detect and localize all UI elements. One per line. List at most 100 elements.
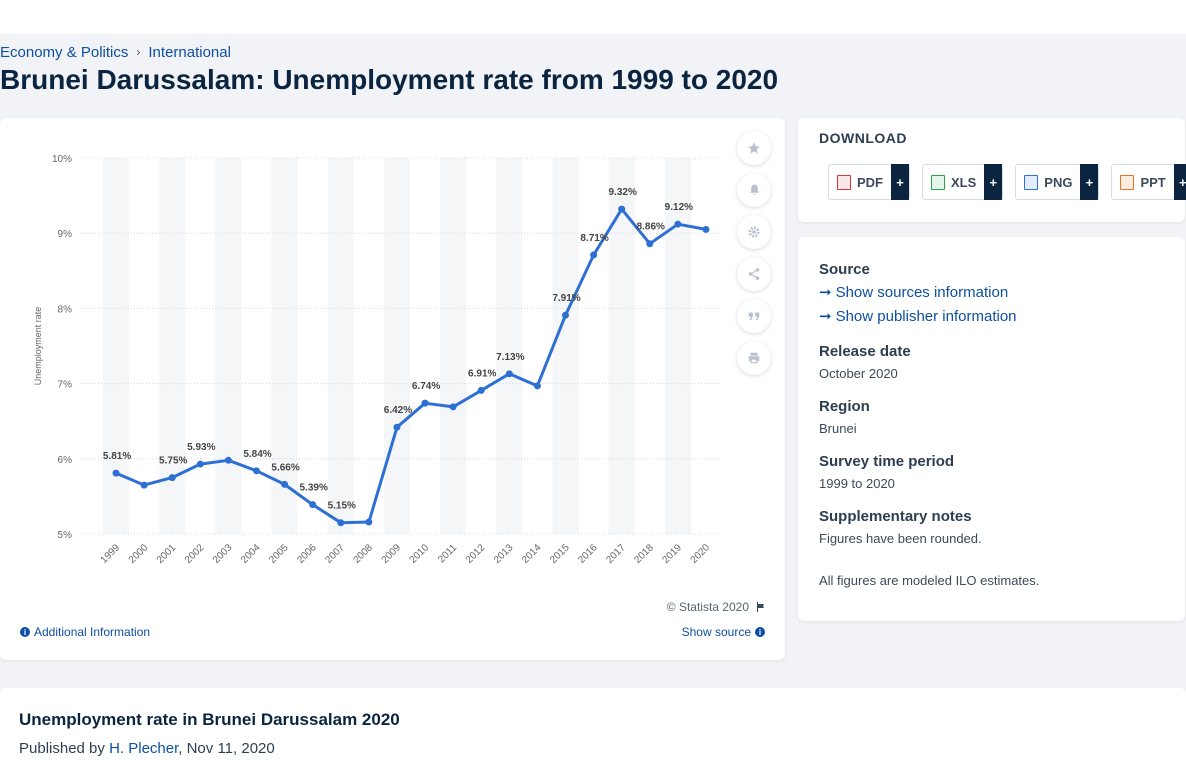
data-label: 8.71% xyxy=(580,233,608,244)
statistic-title: Unemployment rate in Brunei Darussalam 2… xyxy=(19,710,400,729)
data-label: 9.12% xyxy=(665,202,693,213)
x-tick-label: 2001 xyxy=(155,542,179,566)
flag-icon[interactable] xyxy=(755,601,767,613)
release-date-value: October 2020 xyxy=(819,366,898,381)
data-point xyxy=(168,474,176,482)
arrow-right-icon: ➞ xyxy=(819,308,832,325)
data-point xyxy=(224,456,232,464)
settings-button[interactable] xyxy=(737,215,771,249)
survey-period-heading: Survey time period xyxy=(819,453,955,470)
x-tick-label: 2005 xyxy=(267,542,291,566)
copyright-text: © Statista 2020 xyxy=(666,600,749,614)
y-tick-label: 5% xyxy=(58,530,73,541)
column-band xyxy=(327,158,354,534)
x-tick-label: 2002 xyxy=(183,542,207,566)
data-label: 7.13% xyxy=(496,352,524,363)
show-source-link[interactable]: Show source i xyxy=(682,625,765,639)
supplementary-notes-value: Figures have been rounded. xyxy=(819,531,982,546)
chart-toolbar xyxy=(737,131,773,383)
column-band xyxy=(159,158,186,534)
x-tick-label: 2011 xyxy=(436,542,459,565)
release-date-heading: Release date xyxy=(819,343,911,360)
star-icon xyxy=(748,142,760,154)
survey-period-value: 1999 to 2020 xyxy=(819,476,895,491)
y-tick-label: 9% xyxy=(58,229,73,240)
data-label: 5.81% xyxy=(103,451,131,462)
breadcrumb-international[interactable]: International xyxy=(148,43,231,61)
print-button[interactable] xyxy=(737,341,771,375)
plus-icon: + xyxy=(891,164,909,200)
data-label: 9.32% xyxy=(609,187,637,198)
y-tick-label: 10% xyxy=(52,154,72,165)
column-band xyxy=(271,158,298,534)
breadcrumb-economy-politics[interactable]: Economy & Politics xyxy=(0,43,129,61)
favorite-button[interactable] xyxy=(737,131,771,165)
share-icon xyxy=(748,268,760,280)
download-png-button[interactable]: PNG + xyxy=(1015,164,1100,200)
download-pdf-button[interactable]: PDF + xyxy=(828,164,910,200)
png-file-icon xyxy=(1024,174,1039,190)
additional-info-link[interactable]: i Additional Information xyxy=(20,625,150,639)
show-sources-label: Show sources information xyxy=(835,283,1009,301)
x-tick-label: 2016 xyxy=(576,542,600,566)
y-tick-label: 6% xyxy=(58,455,73,466)
notification-button[interactable] xyxy=(737,173,771,207)
region-value: Brunei xyxy=(819,421,857,436)
source-card: Source ➞ Show sources information ➞ Show… xyxy=(798,237,1185,621)
data-point xyxy=(309,501,317,509)
cite-button[interactable] xyxy=(737,299,771,333)
x-tick-label: 2004 xyxy=(239,542,263,566)
breadcrumb: Economy & Politics › International xyxy=(0,43,231,61)
published-line: Published by H. Plecher, Nov 11, 2020 xyxy=(19,740,275,757)
data-label: 7.91% xyxy=(552,293,580,304)
info-icon: i xyxy=(20,627,30,637)
x-tick-label: 2012 xyxy=(464,542,488,566)
data-label: 5.15% xyxy=(328,501,356,512)
x-tick-label: 2014 xyxy=(520,542,544,566)
download-ppt-button[interactable]: PPT + xyxy=(1111,164,1186,200)
data-point xyxy=(196,460,204,468)
print-icon xyxy=(748,352,760,364)
supplementary-notes-heading: Supplementary notes xyxy=(819,508,972,525)
download-xls-button[interactable]: XLS + xyxy=(922,164,1004,200)
download-pdf-label: PDF xyxy=(857,174,883,190)
plus-icon: + xyxy=(984,164,1003,200)
download-card: DOWNLOAD PDF + XLS + PNG + PPT + xyxy=(798,118,1186,222)
supplementary-notes-value-2: All figures are modeled ILO estimates. xyxy=(819,573,1040,588)
xls-file-icon xyxy=(931,174,945,190)
info-icon: i xyxy=(755,627,765,637)
source-heading: Source xyxy=(819,261,870,278)
data-label: 5.93% xyxy=(187,442,215,453)
data-point xyxy=(281,480,289,488)
column-band xyxy=(608,158,635,534)
x-tick-label: 2009 xyxy=(380,542,404,566)
ppt-file-icon xyxy=(1120,174,1135,190)
plus-icon: + xyxy=(1080,164,1099,200)
data-label: 6.91% xyxy=(468,368,496,379)
share-button[interactable] xyxy=(737,257,771,291)
show-sources-link[interactable]: ➞ Show sources information xyxy=(819,283,1009,302)
x-tick-label: 2020 xyxy=(689,542,713,566)
data-label: 5.84% xyxy=(243,449,271,460)
x-tick-label: 2003 xyxy=(211,542,235,566)
x-tick-label: 2010 xyxy=(408,542,432,566)
arrow-right-icon: ➞ xyxy=(819,284,832,301)
bell-icon xyxy=(749,184,759,195)
pdf-file-icon xyxy=(837,174,851,190)
author-link[interactable]: H. Plecher xyxy=(109,740,179,757)
show-publisher-label: Show publisher information xyxy=(835,307,1017,325)
show-publisher-link[interactable]: ➞ Show publisher information xyxy=(819,307,1017,326)
data-point xyxy=(533,382,541,390)
download-ppt-label: PPT xyxy=(1140,174,1166,190)
x-tick-label: 2015 xyxy=(548,542,572,566)
y-axis-label: Unemployment rate xyxy=(33,307,43,386)
plus-icon: + xyxy=(1173,164,1186,200)
gear-icon xyxy=(748,226,760,238)
column-band xyxy=(215,158,242,534)
x-tick-label: 2013 xyxy=(492,542,516,566)
x-tick-label: 2018 xyxy=(632,542,656,566)
data-point xyxy=(393,423,401,431)
x-tick-label: 2007 xyxy=(323,542,347,566)
top-bar xyxy=(0,0,1186,34)
data-point xyxy=(421,399,429,407)
